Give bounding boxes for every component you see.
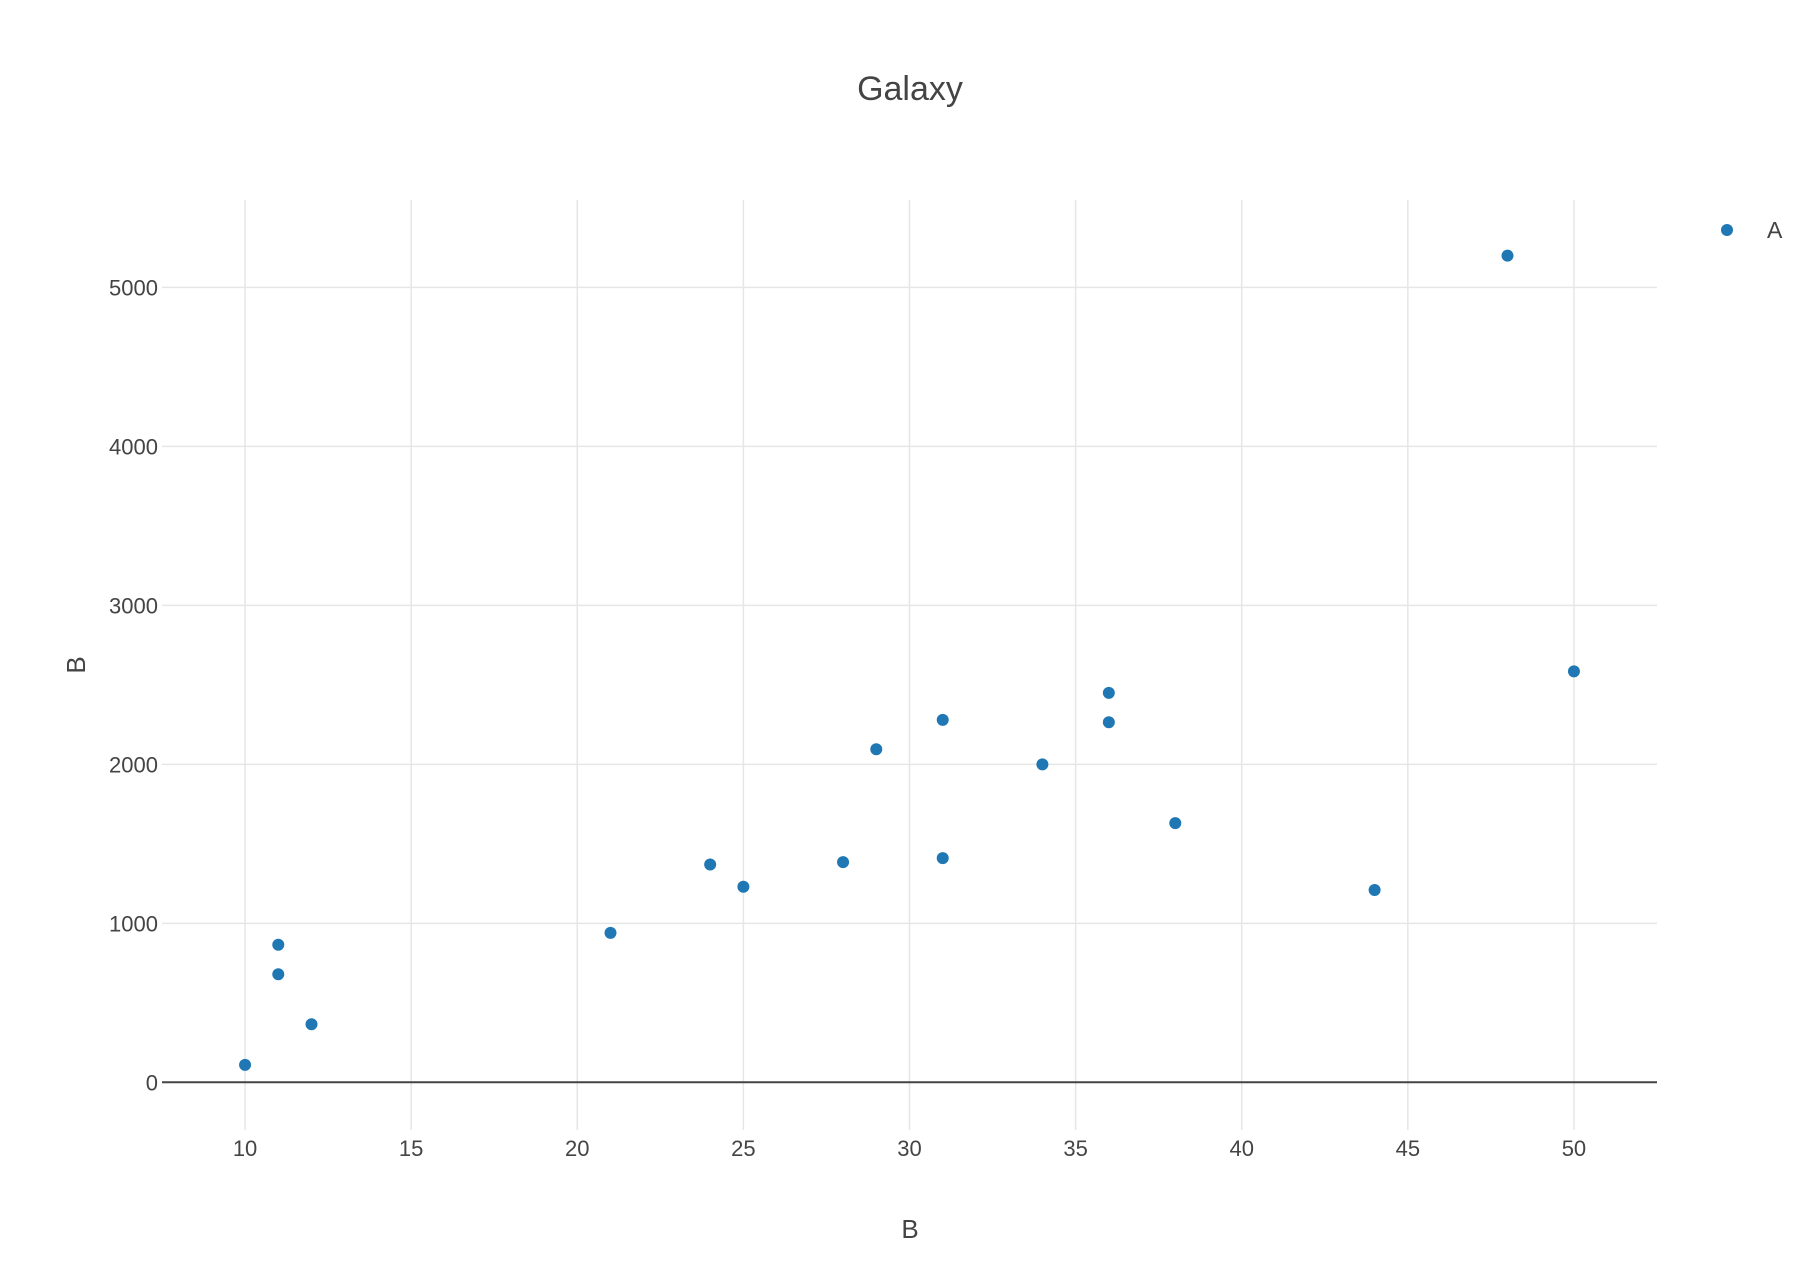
y-tick-label: 3000 [109,593,158,618]
x-tick-label: 30 [897,1136,921,1161]
data-point[interactable] [1036,758,1049,771]
data-point[interactable] [1567,665,1580,678]
y-tick-label: 0 [146,1070,158,1095]
chart-title: Galaxy [857,70,963,108]
y-tick-label: 1000 [109,911,158,936]
x-tick-label: 15 [399,1136,423,1161]
axes: 10 15 20 25 30 35 40 45 50 0 1000 2000 3000 4000 5000 [109,275,1657,1161]
x-tick-label: 45 [1396,1136,1420,1161]
x-tick-label: 35 [1063,1136,1087,1161]
data-point[interactable] [305,1018,318,1031]
legend-marker-series-a [1721,224,1733,236]
data-point[interactable] [936,713,949,726]
data-point[interactable] [1102,716,1115,729]
data-point[interactable] [272,968,285,981]
x-tick-label: 40 [1229,1136,1253,1161]
y-tick-label: 5000 [109,275,158,300]
data-point[interactable] [604,926,617,939]
data-point[interactable] [1169,817,1182,830]
data-point[interactable] [936,852,949,865]
x-tick-label: 50 [1562,1136,1586,1161]
data-point[interactable] [1102,686,1115,699]
data-point[interactable] [1368,883,1381,896]
data-point[interactable] [1501,249,1514,262]
x-tick-label: 25 [731,1136,755,1161]
y-tick-label: 4000 [109,434,158,459]
data-point[interactable] [239,1058,252,1071]
x-tick-label: 10 [233,1136,257,1161]
data-point[interactable] [737,880,750,893]
legend-label-series-a: A [1767,217,1783,243]
legend[interactable]: A [1721,217,1783,243]
data-point[interactable] [870,743,883,756]
data-point[interactable] [272,938,285,951]
grid [162,200,1657,1130]
data-point[interactable] [837,856,850,869]
data-point[interactable] [704,858,717,871]
x-axis-title: B [901,1214,918,1244]
y-tick-label: 2000 [109,752,158,777]
x-tick-label: 20 [565,1136,589,1161]
y-axis-title: B [61,656,91,673]
data-points [239,249,1580,1071]
